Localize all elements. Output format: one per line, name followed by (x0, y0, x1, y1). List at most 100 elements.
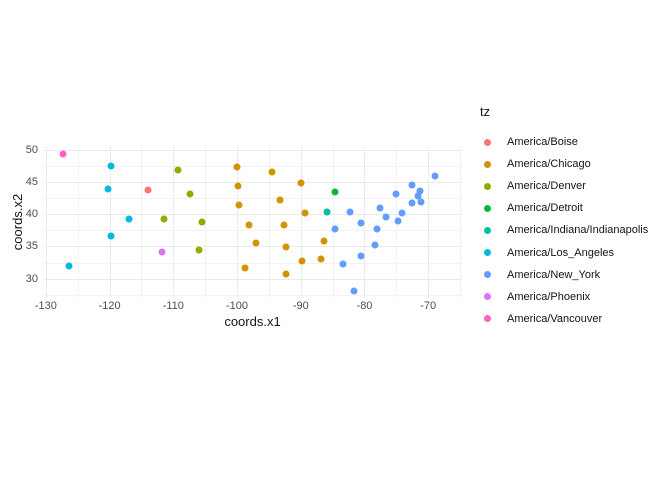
y-major-gridline (43, 214, 462, 216)
x-tick-label: -80 (356, 300, 373, 312)
legend-label: America/Phoenix (507, 290, 591, 303)
data-point (241, 264, 249, 272)
x-major-gridline (237, 146, 239, 298)
data-point (160, 215, 168, 223)
data-point (414, 192, 422, 200)
legend-label: America/Detroit (507, 202, 583, 215)
legend-item: America/Detroit (484, 200, 583, 216)
data-point (350, 287, 358, 295)
data-point (357, 252, 365, 260)
y-tick-label: 30 (25, 272, 38, 285)
data-point (320, 237, 328, 245)
y-minor-gridline (43, 230, 462, 232)
y-minor-gridline (43, 294, 462, 296)
data-point (373, 225, 381, 233)
data-point (198, 218, 206, 226)
legend-label: America/Boise (507, 136, 578, 148)
y-major-gridline (43, 182, 462, 184)
y-tick-label: 45 (25, 176, 38, 189)
y-minor-gridline (43, 262, 462, 264)
plot-panel (43, 146, 462, 298)
x-minor-gridline (77, 146, 79, 298)
data-point (245, 221, 253, 229)
data-point (280, 221, 288, 229)
legend-key-dot (484, 160, 491, 168)
x-minor-gridline (205, 146, 207, 298)
y-major-gridline (43, 278, 462, 280)
data-point (317, 255, 325, 263)
x-major-gridline (109, 146, 111, 298)
data-point (158, 248, 166, 256)
x-tick-label: -130 (34, 300, 57, 312)
legend-label: America/Los_Angeles (507, 246, 615, 259)
x-minor-gridline (268, 146, 270, 298)
data-point (235, 201, 243, 209)
legend-label: America/Indiana/Indianapolis (507, 224, 649, 237)
x-major-gridline (364, 146, 366, 298)
x-major-gridline (173, 146, 175, 298)
legend-key-dot (484, 138, 491, 146)
x-axis-title: coords.x1 (224, 314, 281, 329)
legend-item: America/Vancouver (484, 311, 602, 327)
data-point (408, 199, 416, 207)
x-tick-label: -90 (292, 300, 309, 312)
x-tick-label: -70 (420, 300, 437, 312)
legend-item: America/Denver (484, 178, 586, 194)
data-point (431, 172, 439, 180)
legend-label: America/Denver (507, 180, 586, 193)
legend-key-dot (484, 315, 491, 323)
legend-key-dot (484, 204, 491, 212)
data-point (297, 179, 305, 187)
y-tick-label: 50 (25, 143, 38, 156)
legend-key-dot (484, 249, 491, 256)
x-minor-gridline (141, 146, 143, 298)
data-point (298, 257, 306, 265)
legend-item: America/Boise (484, 134, 578, 150)
data-point (331, 225, 339, 233)
data-point (408, 181, 416, 189)
data-point (233, 163, 241, 171)
x-minor-gridline (460, 146, 462, 298)
x-major-gridline (300, 146, 302, 298)
legend-key-dot (484, 293, 491, 301)
x-minor-gridline (332, 146, 334, 298)
x-tick-label: -100 (226, 300, 249, 312)
data-point (234, 182, 242, 190)
legend-item: America/Phoenix (484, 289, 590, 305)
legend-label: America/Vancouver (507, 312, 603, 325)
data-point (65, 262, 73, 270)
legend-label: America/Chicago (507, 158, 591, 171)
x-tick-label: -120 (98, 300, 121, 312)
data-point (104, 185, 112, 193)
data-point (144, 186, 152, 194)
data-point (107, 162, 115, 170)
y-tick-label: 35 (25, 240, 38, 253)
data-point (186, 190, 194, 198)
x-major-gridline (45, 146, 47, 298)
legend-key-dot (484, 226, 491, 234)
data-point (346, 208, 354, 216)
data-point (398, 209, 406, 217)
y-major-gridline (43, 246, 462, 248)
data-point (107, 232, 115, 240)
legend-item: America/Los_Angeles (484, 245, 614, 261)
legend-item: America/Chicago (484, 156, 591, 172)
data-point (376, 204, 384, 212)
data-point (125, 215, 133, 223)
data-point (392, 190, 400, 198)
data-point (252, 239, 260, 247)
x-major-gridline (428, 146, 430, 298)
data-point (268, 168, 276, 176)
y-major-gridline (43, 149, 462, 151)
y-tick-label: 40 (25, 208, 38, 221)
data-point (382, 213, 390, 221)
legend-key-dot (484, 271, 491, 279)
y-minor-gridline (43, 198, 462, 200)
y-minor-gridline (43, 165, 462, 167)
data-point (394, 217, 402, 225)
data-point (357, 219, 365, 227)
data-point (339, 260, 347, 268)
data-point (59, 150, 67, 158)
x-tick-label: -110 (162, 300, 184, 312)
